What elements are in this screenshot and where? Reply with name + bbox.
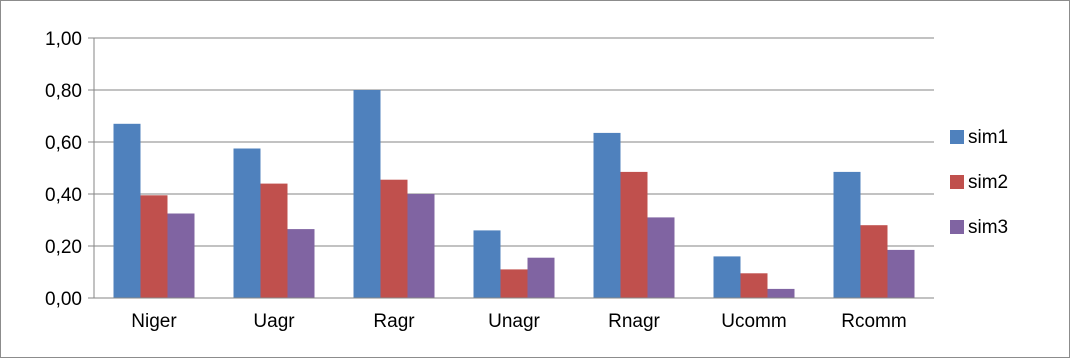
x-tick-label: Unagr xyxy=(488,311,540,332)
x-tick-label: Ragr xyxy=(373,311,415,332)
legend-label-sim2: sim2 xyxy=(968,172,1008,193)
bar-sim1-unagr xyxy=(473,230,501,298)
bar-sim2-rcomm xyxy=(860,225,888,298)
y-tick-label: 0,80 xyxy=(45,81,82,102)
legend-swatch-sim2 xyxy=(950,175,964,189)
bar-sim3-niger xyxy=(167,213,195,298)
bar-sim2-ragr xyxy=(380,179,408,298)
bar-sim3-ragr xyxy=(407,194,435,298)
bar-sim3-unagr xyxy=(527,257,555,298)
legend-label-sim1: sim1 xyxy=(968,127,1008,148)
bar-sim2-uagr xyxy=(260,183,288,298)
y-tick-label: 0,00 xyxy=(45,289,82,310)
y-tick-label: 1,00 xyxy=(45,29,82,50)
x-tick-label: Rcomm xyxy=(841,311,906,332)
bar-sim2-rnagr xyxy=(620,171,648,298)
bar-sim1-rcomm xyxy=(833,171,861,298)
y-tick-label: 0,40 xyxy=(45,185,82,206)
bar-sim1-uagr xyxy=(233,148,261,298)
legend-label-sim3: sim3 xyxy=(968,217,1008,238)
bar-sim3-ucomm xyxy=(767,288,795,298)
x-tick-label: Ucomm xyxy=(721,311,786,332)
x-tick-label: Rnagr xyxy=(608,311,660,332)
bar-sim1-ucomm xyxy=(713,256,741,298)
bar-sim1-niger xyxy=(113,123,141,298)
y-tick-label: 0,60 xyxy=(45,133,82,154)
bar-sim3-uagr xyxy=(287,229,315,298)
bar-sim1-ragr xyxy=(353,90,381,298)
bar-sim1-rnagr xyxy=(593,132,621,298)
legend-swatch-sim3 xyxy=(950,220,964,234)
x-tick-label: Niger xyxy=(131,311,177,332)
bar-sim3-rcomm xyxy=(887,249,915,298)
bar-sim2-niger xyxy=(140,195,168,298)
bar-sim2-ucomm xyxy=(740,273,768,298)
x-tick-label: Uagr xyxy=(253,311,295,332)
bar-sim3-rnagr xyxy=(647,217,675,298)
y-tick-label: 0,20 xyxy=(45,237,82,258)
bar-sim2-unagr xyxy=(500,269,528,298)
legend-swatch-sim1 xyxy=(950,130,964,144)
